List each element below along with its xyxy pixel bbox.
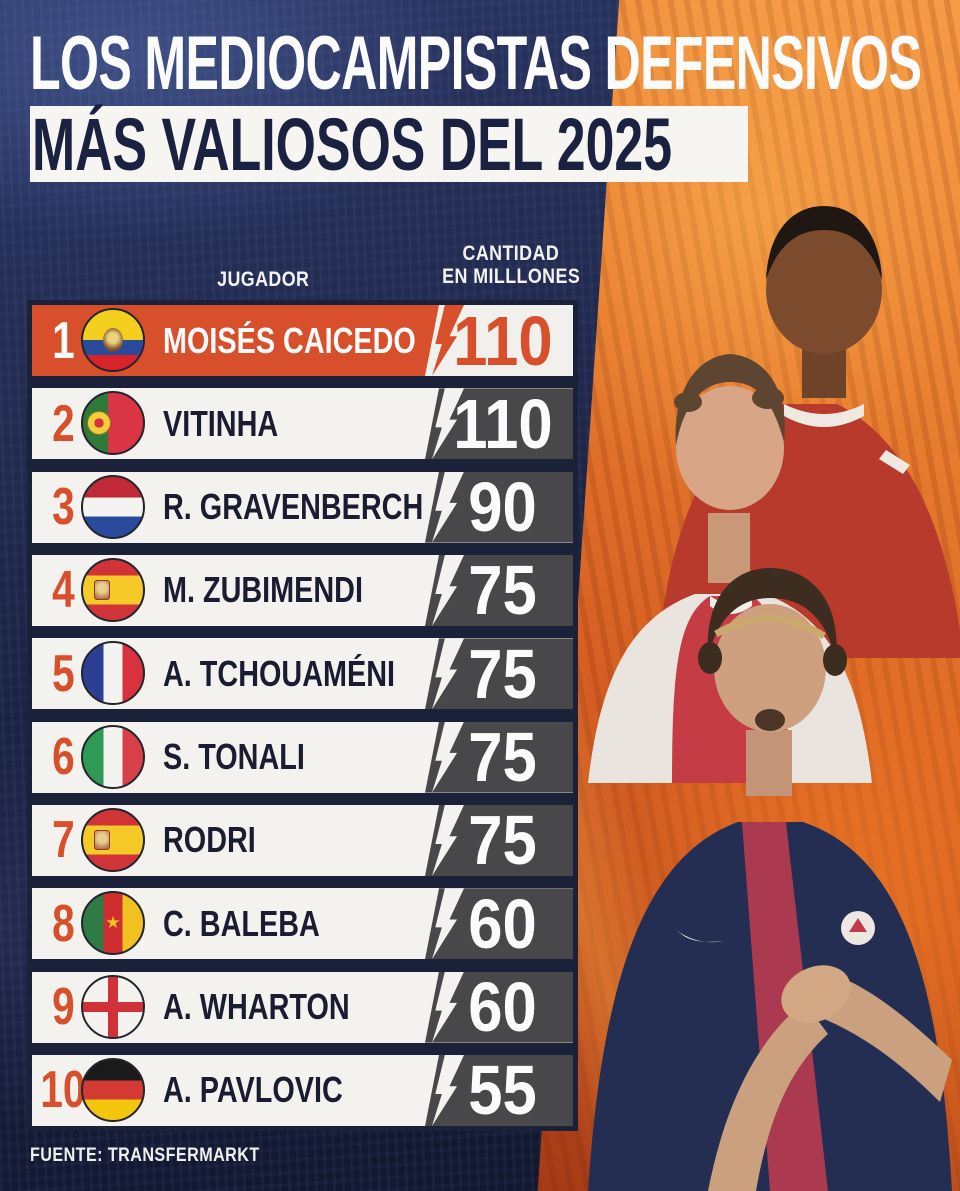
value-number: 75 <box>468 634 537 713</box>
rank-number: 7 <box>51 811 75 870</box>
value-number: 110 <box>452 301 553 380</box>
player-name-cell: RODRI <box>163 805 413 876</box>
value-number: 55 <box>468 1051 537 1130</box>
rank-number: 5 <box>51 644 75 703</box>
player-name: S. TONALI <box>163 736 305 778</box>
rank-cell: 2 <box>32 388 94 459</box>
player-photo-navy-jersey-front <box>588 568 952 1191</box>
value-number: 60 <box>468 968 537 1047</box>
rank-cell: 4 <box>32 555 94 626</box>
player-name: R. GRAVENBERCH <box>163 486 424 528</box>
column-header-amount-line1: CANTIDAD <box>462 242 560 265</box>
column-header-player: JUGADOR <box>168 268 358 291</box>
flag-icon-portugal <box>81 391 145 456</box>
value-number: 60 <box>468 884 537 963</box>
rank-cell: 10 <box>32 1055 94 1126</box>
value-number: 75 <box>468 801 537 880</box>
player-name-cell: A. TCHOUAMÉNI <box>163 638 413 709</box>
value-number: 75 <box>468 551 537 630</box>
rank-number: 8 <box>51 894 75 953</box>
player-name: A. TCHOUAMÉNI <box>163 652 395 694</box>
rank-number: 6 <box>51 728 75 787</box>
column-header-player-text: JUGADOR <box>216 268 310 291</box>
player-name-cell: A. WHARTON <box>163 972 413 1043</box>
rank-cell: 7 <box>32 805 94 876</box>
player-name-cell: R. GRAVENBERCH <box>163 472 423 543</box>
flag-icon-italy <box>81 724 145 789</box>
player-name-cell: C. BALEBA <box>163 888 413 959</box>
flag-icon-france <box>81 641 145 706</box>
column-header-amount-line2: EN MILLLONES <box>442 265 580 288</box>
player-name-cell: MOISÉS CAICEDO <box>163 305 416 376</box>
table-row: 5 A. TCHOUAMÉNI 75 <box>32 638 573 710</box>
rank-cell: 8 <box>32 888 94 959</box>
flag-icon-england <box>81 974 145 1039</box>
table-row: 8 C. BALEBA 60 <box>32 888 573 960</box>
table-row: 2 VITINHA 110 <box>32 388 573 460</box>
player-name-cell: A. PAVLOVIC <box>163 1055 413 1126</box>
rank-number: 10 <box>40 1061 86 1120</box>
source-credit-text: FUENTE: TRANSFERMARKT <box>30 1145 260 1166</box>
player-name-cell: S. TONALI <box>163 722 413 793</box>
player-name: VITINHA <box>163 402 279 444</box>
player-name: RODRI <box>163 819 256 861</box>
flag-icon-germany <box>81 1057 145 1122</box>
value-number: 110 <box>452 384 553 463</box>
table-row: 3 R. GRAVENBERCH 90 <box>32 471 573 543</box>
table-row: 6 S. TONALI 75 <box>32 721 573 793</box>
player-name-cell: M. ZUBIMENDI <box>163 555 413 626</box>
rank-cell: 1 <box>32 305 94 376</box>
flag-icon-spain <box>81 807 145 872</box>
flag-icon-spain <box>81 557 145 622</box>
page-title-line1: LOS MEDIOCAMPISTAS DEFENSIVOS <box>30 21 960 106</box>
title-highlight-band: MÁS VALIOSOS DEL 2025 <box>30 103 748 186</box>
column-header-amount: CANTIDAD EN MILLLONES <box>428 242 594 288</box>
rank-number: 4 <box>51 561 75 620</box>
rank-cell: 6 <box>32 722 94 793</box>
table-row: 9 A. WHARTON 60 <box>32 971 573 1043</box>
player-name-cell: VITINHA <box>163 388 413 459</box>
player-name: MOISÉS CAICEDO <box>163 319 416 361</box>
value-number: 90 <box>468 468 537 547</box>
player-photo-red-white-jersey <box>588 354 872 783</box>
player-name: A. WHARTON <box>163 986 350 1028</box>
rank-number: 3 <box>51 478 75 537</box>
flag-icon-cameroon <box>81 891 145 956</box>
player-name: A. PAVLOVIC <box>163 1069 343 1111</box>
page-title-line2: MÁS VALIOSOS DEL 2025 <box>32 102 946 187</box>
table-row: 7 RODRI 75 <box>32 804 573 876</box>
ranking-table: 1 MOISÉS CAICEDO 110 2 VITINHA 110 3 R. … <box>27 300 578 1131</box>
table-row: 4 M. ZUBIMENDI 75 <box>32 554 573 626</box>
page-title-line2-text: MÁS VALIOSOS DEL 2025 <box>32 102 673 186</box>
flag-icon-netherlands <box>81 474 145 539</box>
rank-cell: 3 <box>32 472 94 543</box>
rank-cell: 9 <box>32 972 94 1043</box>
player-name: C. BALEBA <box>163 902 320 944</box>
table-row: 1 MOISÉS CAICEDO 110 <box>32 305 573 376</box>
player-name: M. ZUBIMENDI <box>163 569 363 611</box>
rank-number: 2 <box>51 394 75 453</box>
value-number: 75 <box>468 718 537 797</box>
source-credit: FUENTE: TRANSFERMARKT <box>30 1145 300 1167</box>
rank-number: 1 <box>51 311 75 370</box>
page-title-line1-text: LOS MEDIOCAMPISTAS DEFENSIVOS <box>30 21 922 106</box>
rank-cell: 5 <box>32 638 94 709</box>
table-row: 10 A. PAVLOVIC 55 <box>32 1054 573 1126</box>
rank-number: 9 <box>51 978 75 1037</box>
flag-icon-ecuador <box>81 308 145 372</box>
